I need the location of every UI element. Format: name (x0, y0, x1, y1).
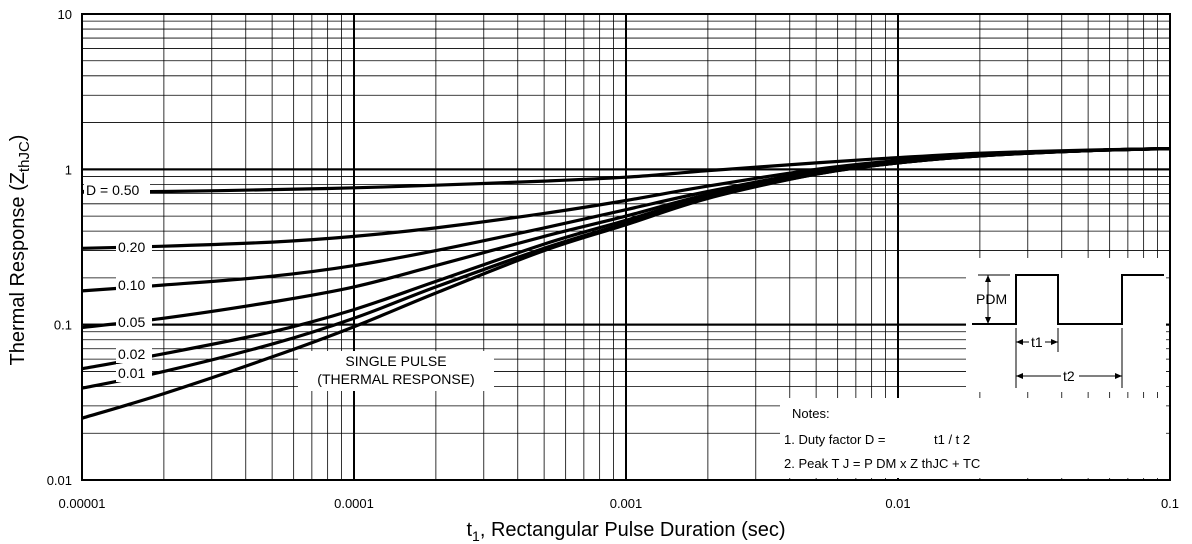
note-peak-temp: 2. Peak T J = P DM x Z thJC + TC (784, 456, 980, 471)
y-tick-label: 10 (58, 7, 72, 22)
pdm-label: PDM (976, 291, 1007, 307)
thermal-response-label: (THERMAL RESPONSE) (317, 371, 474, 387)
x-axis-title: t1, Rectangular Pulse Duration (sec) (466, 519, 785, 544)
pulse-waveform (972, 274, 1164, 325)
curve-single-pulse (81, 147, 1171, 420)
note-duty-factor-value: t1 / t 2 (934, 432, 970, 447)
t1-label: t1 (1031, 334, 1043, 350)
label-d020: 0.20 (118, 239, 145, 255)
single-pulse-label: SINGLE PULSE (345, 353, 446, 369)
y-axis-title: Thermal Response (ZthJC) (7, 135, 33, 366)
label-d005: 0.05 (118, 314, 145, 330)
y-tick-labels: 0.01 0.1 1 10 (47, 7, 72, 488)
x-tick-label: 0.01 (885, 496, 910, 511)
x-tick-label: 0.00001 (59, 496, 106, 511)
t2-label: t2 (1063, 368, 1075, 384)
y-tick-label: 0.1 (54, 318, 72, 333)
label-d010: 0.10 (118, 277, 145, 293)
single-pulse-annotation: SINGLE PULSE (THERMAL RESPONSE) (298, 351, 494, 391)
x-tick-label: 0.001 (610, 496, 643, 511)
curves (81, 147, 1171, 420)
x-tick-labels: 0.00001 0.0001 0.001 0.01 0.1 (59, 496, 1180, 511)
x-tick-label: 0.1 (1161, 496, 1179, 511)
notes-heading: Notes: (792, 406, 830, 421)
y-tick-label: 1 (65, 162, 72, 177)
notes-box: Notes: 1. Duty factor D = t1 / t 2 2. Pe… (780, 398, 1166, 478)
label-d002: 0.02 (118, 346, 145, 362)
label-d050: D = 0.50 (86, 182, 140, 198)
x-tick-label: 0.0001 (334, 496, 374, 511)
label-d001: 0.01 (118, 365, 145, 381)
y-tick-label: 0.01 (47, 473, 72, 488)
note-duty-factor: 1. Duty factor D = (784, 432, 886, 447)
series-labels: D = 0.50 0.20 0.10 0.05 0.02 0.01 (84, 181, 152, 382)
waveform-inset: PDM t1 t2 (966, 258, 1166, 392)
